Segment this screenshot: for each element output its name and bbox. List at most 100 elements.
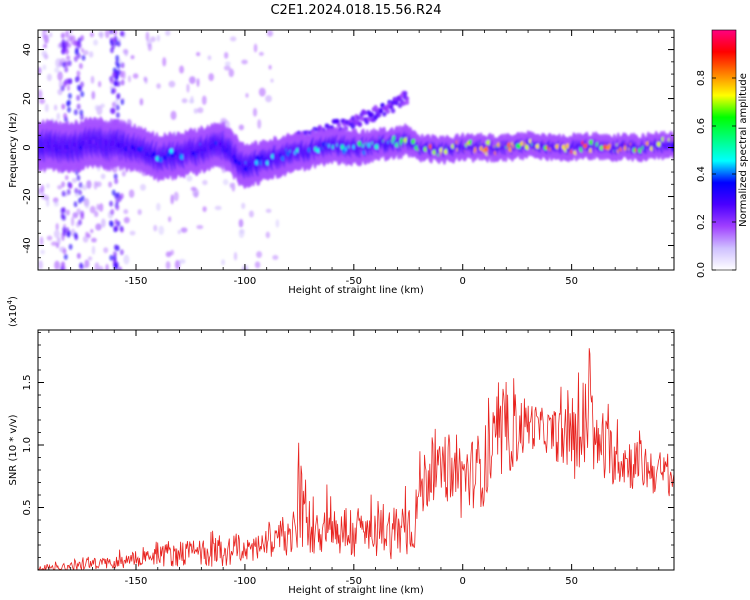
spectrogram-cell [114,261,119,268]
spectrogram-cell [268,65,272,70]
spectrogram-cell [78,197,83,204]
spectrogram-cell [61,190,66,197]
spectrogram-cell [110,208,115,215]
spectrogram-cell [229,182,233,189]
spectrogram-cell [71,216,75,227]
spectrogram-cell [178,258,186,264]
spectrogram-cell [128,189,135,198]
spectrogram-cell [108,181,113,188]
spectrogram-cell [378,108,384,114]
snr-x-label: Height of straight line (km) [288,585,424,596]
colorbar-tick-label: 0.2 [696,214,707,230]
spectrogram-cell [49,32,53,38]
spectrogram-cell [79,81,84,88]
spectrogram-cell [46,235,53,241]
spectrogram-cell [222,178,229,186]
spectrogram-cell [238,218,244,228]
spectrogram-x-tick-label: -150 [125,276,148,287]
spectrogram-cell [42,64,47,71]
spectrogram-cell [223,65,231,71]
spectrogram-cell [60,207,65,214]
spectrogram-cell [53,201,59,207]
spectrogram-cell [117,195,122,202]
spectrogram-cell [78,62,83,69]
spectrogram-cell [64,66,69,73]
spectrogram-cell [266,30,274,37]
spectrogram-cell [95,223,102,231]
spectrogram-cell [78,182,83,189]
spectrogram-cell [224,61,231,67]
spectrogram-cell [105,263,109,270]
spectrogram-cell [129,230,136,236]
spectrogram-cell [238,124,245,131]
spectrogram-cell [40,249,45,255]
spectrogram-cell [174,259,181,270]
spectrogram-cell [73,201,78,208]
spectrogram-cell [119,249,124,256]
spectrogram-cell [54,67,60,74]
spectrogram-cell [73,40,78,47]
spectrogram-cell [114,178,119,185]
spectrogram-cell [86,180,92,189]
spectrogram-cell [66,100,71,107]
spectrogram-cell [65,227,70,234]
spectrogram-cell [121,170,126,177]
spectrogram-cell [394,100,399,106]
spectrogram-heatmap [38,30,674,270]
spectrogram-panel: -150 -100 -50 0 50 -40 -20 0 20 40 Height of str… [8,29,675,296]
spectrogram-cell [168,80,176,88]
spectrogram-cell [201,95,207,106]
spectrogram-cell [404,96,410,102]
spectrogram-cell [109,78,114,85]
spectrogram-cell [254,261,261,269]
spectrogram-cell [76,75,81,82]
spectrogram-cell [109,39,114,46]
spectrogram-cell [64,48,69,55]
spectrogram-cell [79,114,84,121]
snr-y-multiplier-exponent: 4 [6,299,14,304]
spectrogram-cell [82,235,89,243]
spectrogram-cell [79,262,84,269]
spectrogram-cell [179,65,185,74]
spectrogram-cell [139,98,144,106]
spectrogram-cell [359,116,364,122]
spectrogram-cell [74,49,79,56]
spectrogram-cell [177,229,181,235]
spectrogram-cell [670,141,674,153]
spectrogram-cell [220,117,228,124]
colorbar-gradient [711,29,737,271]
spectrogram-cell [79,109,84,116]
spectrogram-cell [55,58,62,68]
spectrogram-cell [258,51,264,56]
spectrogram-cell [62,61,67,68]
spectrogram-cell [373,105,378,111]
spectrogram-cell [196,78,200,87]
spectrogram-x-tick-label: 0 [460,276,466,287]
spectrogram-cell [193,108,199,114]
spectrogram-cell [61,214,66,221]
spectrogram-cell [253,43,258,53]
spectrogram-cell [76,94,81,101]
spectrogram-y-label: Frequency (Hz) [8,112,19,188]
spectrogram-cell [196,52,201,57]
spectrogram-cell [90,228,94,234]
spectrogram-cell [369,112,375,118]
spectrogram-cell [119,30,124,37]
spectrogram-cell [147,43,152,52]
spectrogram-cell [221,259,225,266]
spectrogram-cell [186,175,193,182]
spectrogram-cell [156,202,161,211]
spectrogram-cell [84,259,90,268]
spectrogram-cell [84,198,90,209]
spectrogram-cell [60,32,65,39]
snr-x-axis: -150 -100 -50 0 50 [48,330,660,587]
colorbar-tick-label: 0.8 [696,70,707,86]
snr-y-label: SNR (10 * v/v) [8,414,19,485]
spectrogram-y-tick-label: 0 [22,144,33,150]
spectrogram-cell [116,40,121,47]
spectrogram-cell [272,255,279,261]
spectrogram-cell [258,87,266,97]
spectrogram-cell [116,80,121,87]
spectrogram-cell [170,194,174,205]
spectrogram-cell [93,39,98,46]
